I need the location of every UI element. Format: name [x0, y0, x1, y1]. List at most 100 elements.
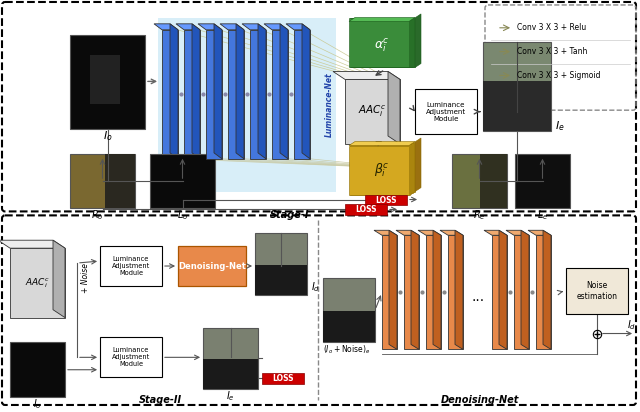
Polygon shape — [280, 24, 288, 159]
Text: Conv 3 X 3 + Relu: Conv 3 X 3 + Relu — [517, 23, 586, 32]
Polygon shape — [528, 230, 551, 235]
Polygon shape — [250, 30, 266, 159]
Polygon shape — [258, 24, 266, 159]
Bar — [345, 204, 387, 215]
Polygon shape — [352, 18, 412, 68]
Polygon shape — [543, 230, 551, 349]
Polygon shape — [514, 235, 529, 349]
Text: $I_e$: $I_e$ — [555, 119, 564, 133]
Bar — [10, 342, 65, 397]
Polygon shape — [350, 18, 410, 68]
Polygon shape — [415, 138, 421, 192]
Polygon shape — [294, 30, 310, 159]
Text: LOSS: LOSS — [355, 206, 377, 214]
Polygon shape — [198, 24, 222, 30]
Polygon shape — [220, 24, 244, 30]
Text: Luminance
Adjustment
Module: Luminance Adjustment Module — [112, 347, 150, 368]
Polygon shape — [521, 230, 529, 349]
Polygon shape — [388, 71, 400, 144]
Text: $I_d$: $I_d$ — [311, 280, 320, 294]
Text: $AAC_i^c$: $AAC_i^c$ — [25, 276, 50, 290]
Polygon shape — [389, 230, 397, 349]
Bar — [452, 154, 507, 208]
Text: $R_o$: $R_o$ — [91, 208, 104, 222]
Polygon shape — [484, 230, 507, 235]
Polygon shape — [184, 30, 200, 159]
Polygon shape — [396, 230, 419, 235]
Polygon shape — [350, 145, 410, 194]
Text: Stage-II: Stage-II — [138, 395, 182, 405]
Polygon shape — [349, 145, 409, 195]
Text: $AAC_i^c$: $AAC_i^c$ — [358, 104, 387, 119]
Polygon shape — [404, 235, 419, 349]
Text: $I_o$: $I_o$ — [33, 397, 42, 411]
Bar — [483, 82, 551, 131]
Bar — [100, 246, 162, 286]
Text: Luminance
Adjustment
Module: Luminance Adjustment Module — [112, 256, 150, 276]
Polygon shape — [499, 230, 507, 349]
Polygon shape — [349, 17, 415, 21]
Polygon shape — [10, 248, 65, 318]
Polygon shape — [302, 24, 310, 159]
Text: Luminance
Adjustment
Module: Luminance Adjustment Module — [426, 102, 466, 122]
Polygon shape — [349, 142, 415, 145]
Text: $I_d$: $I_d$ — [627, 318, 637, 332]
Text: $I_o$: $I_o$ — [102, 129, 113, 143]
Bar — [150, 154, 215, 208]
Bar — [566, 268, 628, 314]
Text: LOSS: LOSS — [272, 374, 294, 383]
Text: Conv 3 X 3 + Tanh: Conv 3 X 3 + Tanh — [517, 47, 588, 56]
Polygon shape — [242, 24, 266, 30]
Text: $L_e$: $L_e$ — [537, 208, 548, 222]
Bar — [415, 89, 477, 134]
Polygon shape — [492, 235, 507, 349]
Bar — [255, 265, 307, 295]
Bar — [515, 154, 570, 208]
Polygon shape — [206, 30, 222, 159]
Polygon shape — [355, 18, 415, 68]
Polygon shape — [214, 24, 222, 159]
Text: $R_e$: $R_e$ — [473, 208, 486, 222]
Polygon shape — [426, 235, 441, 349]
Polygon shape — [176, 24, 200, 30]
Polygon shape — [264, 24, 288, 30]
Bar — [70, 154, 135, 208]
Polygon shape — [0, 240, 65, 248]
Text: Denoising-Net: Denoising-Net — [178, 262, 246, 271]
Bar — [483, 42, 551, 131]
Polygon shape — [154, 24, 178, 30]
Polygon shape — [354, 18, 414, 68]
Polygon shape — [353, 143, 413, 193]
Polygon shape — [286, 24, 310, 30]
Polygon shape — [53, 240, 65, 318]
Bar — [178, 246, 246, 286]
Polygon shape — [455, 230, 463, 349]
Polygon shape — [415, 14, 421, 68]
Polygon shape — [352, 144, 412, 193]
Bar — [203, 359, 258, 389]
Text: + Noise: + Noise — [81, 263, 90, 293]
Bar — [90, 55, 120, 104]
Text: Stage-I: Stage-I — [270, 211, 310, 220]
Polygon shape — [382, 235, 397, 349]
Bar — [255, 233, 307, 295]
Polygon shape — [354, 143, 414, 192]
Polygon shape — [349, 18, 409, 68]
Polygon shape — [192, 24, 200, 159]
Bar — [262, 373, 304, 384]
Bar — [105, 154, 135, 208]
Polygon shape — [536, 235, 551, 349]
Polygon shape — [162, 30, 178, 159]
Polygon shape — [272, 30, 288, 159]
Polygon shape — [170, 24, 178, 159]
Polygon shape — [345, 80, 400, 144]
Polygon shape — [236, 24, 244, 159]
Polygon shape — [353, 18, 413, 68]
Polygon shape — [506, 230, 529, 235]
Text: $(I_o + \mathrm{Noise})_e$: $(I_o + \mathrm{Noise})_e$ — [323, 343, 371, 356]
Text: Denoising-Net: Denoising-Net — [441, 395, 519, 405]
Bar — [480, 154, 507, 208]
Bar — [365, 194, 407, 206]
Bar — [100, 337, 162, 377]
Polygon shape — [351, 18, 411, 68]
